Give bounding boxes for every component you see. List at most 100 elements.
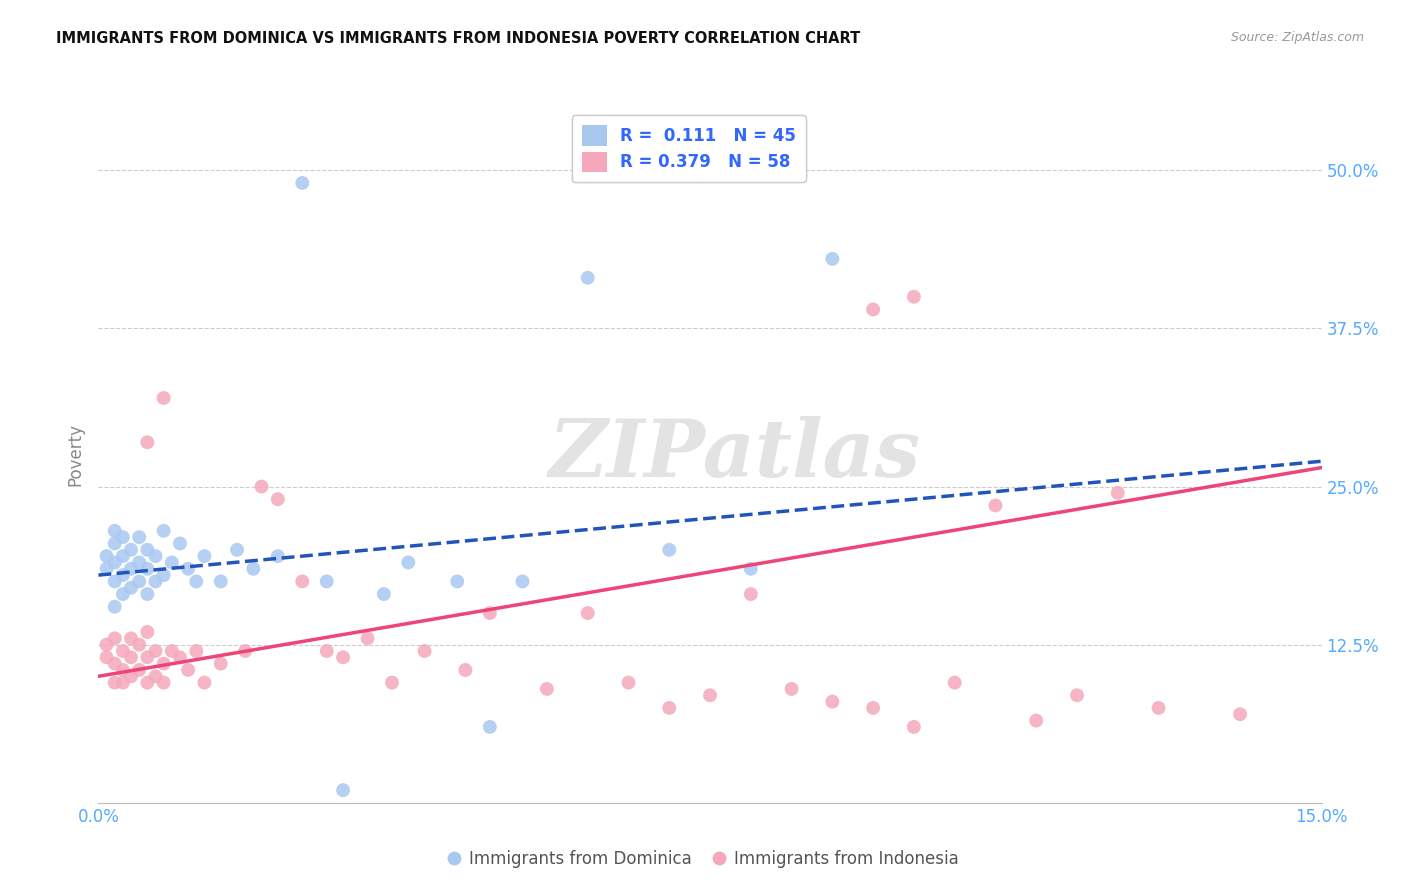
Point bbox=[943, 675, 966, 690]
Point bbox=[454, 663, 477, 677]
Point bbox=[169, 536, 191, 550]
Point bbox=[111, 587, 134, 601]
Point bbox=[169, 650, 191, 665]
Point bbox=[1066, 688, 1088, 702]
Point bbox=[658, 701, 681, 715]
Point bbox=[903, 720, 925, 734]
Point bbox=[512, 574, 534, 589]
Point bbox=[315, 574, 337, 589]
Point bbox=[177, 663, 200, 677]
Point bbox=[267, 492, 290, 507]
Point bbox=[291, 176, 314, 190]
Point bbox=[128, 638, 150, 652]
Point bbox=[120, 632, 142, 646]
Point bbox=[373, 587, 395, 601]
Point bbox=[903, 290, 925, 304]
Point bbox=[1107, 486, 1129, 500]
Point bbox=[104, 556, 127, 570]
Point bbox=[576, 270, 599, 285]
Point bbox=[413, 644, 436, 658]
Legend: Immigrants from Dominica, Immigrants from Indonesia: Immigrants from Dominica, Immigrants fro… bbox=[441, 844, 965, 875]
Point bbox=[478, 606, 501, 620]
Point bbox=[332, 650, 354, 665]
Point bbox=[120, 562, 142, 576]
Text: Source: ZipAtlas.com: Source: ZipAtlas.com bbox=[1230, 31, 1364, 45]
Point bbox=[104, 536, 127, 550]
Point bbox=[152, 391, 174, 405]
Point bbox=[104, 524, 127, 538]
Point bbox=[152, 675, 174, 690]
Point bbox=[821, 252, 844, 266]
Point bbox=[128, 556, 150, 570]
Point bbox=[315, 644, 337, 658]
Point bbox=[152, 568, 174, 582]
Point bbox=[576, 606, 599, 620]
Point bbox=[396, 556, 419, 570]
Point bbox=[536, 681, 558, 696]
Point bbox=[120, 650, 142, 665]
Point bbox=[233, 644, 256, 658]
Point bbox=[862, 701, 884, 715]
Point bbox=[193, 675, 215, 690]
Point bbox=[152, 524, 174, 538]
Point bbox=[136, 650, 159, 665]
Point bbox=[128, 663, 150, 677]
Point bbox=[617, 675, 640, 690]
Text: IMMIGRANTS FROM DOMINICA VS IMMIGRANTS FROM INDONESIA POVERTY CORRELATION CHART: IMMIGRANTS FROM DOMINICA VS IMMIGRANTS F… bbox=[56, 31, 860, 46]
Point bbox=[104, 657, 127, 671]
Point bbox=[145, 549, 167, 563]
Point bbox=[136, 542, 159, 557]
Legend: R =  0.111   N = 45, R = 0.379   N = 58: R = 0.111 N = 45, R = 0.379 N = 58 bbox=[572, 115, 806, 182]
Point bbox=[152, 657, 174, 671]
Point bbox=[821, 695, 844, 709]
Point bbox=[332, 783, 354, 797]
Point bbox=[136, 587, 159, 601]
Point bbox=[104, 574, 127, 589]
Point bbox=[120, 581, 142, 595]
Point bbox=[120, 542, 142, 557]
Point bbox=[145, 644, 167, 658]
Point bbox=[111, 530, 134, 544]
Point bbox=[1025, 714, 1047, 728]
Point bbox=[136, 435, 159, 450]
Point bbox=[136, 675, 159, 690]
Point bbox=[291, 574, 314, 589]
Point bbox=[177, 562, 200, 576]
Point bbox=[658, 542, 681, 557]
Point bbox=[104, 632, 127, 646]
Point bbox=[862, 302, 884, 317]
Point bbox=[145, 669, 167, 683]
Point bbox=[984, 499, 1007, 513]
Point bbox=[740, 587, 762, 601]
Point bbox=[478, 720, 501, 734]
Point bbox=[209, 657, 232, 671]
Point bbox=[111, 549, 134, 563]
Point bbox=[209, 574, 232, 589]
Point bbox=[1229, 707, 1251, 722]
Point bbox=[104, 675, 127, 690]
Point bbox=[160, 644, 183, 658]
Point bbox=[111, 675, 134, 690]
Point bbox=[111, 568, 134, 582]
Point bbox=[740, 562, 762, 576]
Point bbox=[111, 644, 134, 658]
Text: ZIPatlas: ZIPatlas bbox=[548, 417, 921, 493]
Point bbox=[111, 663, 134, 677]
Point bbox=[226, 542, 249, 557]
Point bbox=[96, 638, 118, 652]
Point bbox=[136, 562, 159, 576]
Point bbox=[1147, 701, 1170, 715]
Point bbox=[250, 479, 273, 493]
Point bbox=[193, 549, 215, 563]
Point bbox=[242, 562, 264, 576]
Point bbox=[120, 669, 142, 683]
Point bbox=[186, 574, 208, 589]
Y-axis label: Poverty: Poverty bbox=[66, 424, 84, 486]
Point bbox=[186, 644, 208, 658]
Point bbox=[96, 549, 118, 563]
Point bbox=[136, 625, 159, 640]
Point bbox=[356, 632, 378, 646]
Point bbox=[699, 688, 721, 702]
Point bbox=[160, 556, 183, 570]
Point bbox=[780, 681, 803, 696]
